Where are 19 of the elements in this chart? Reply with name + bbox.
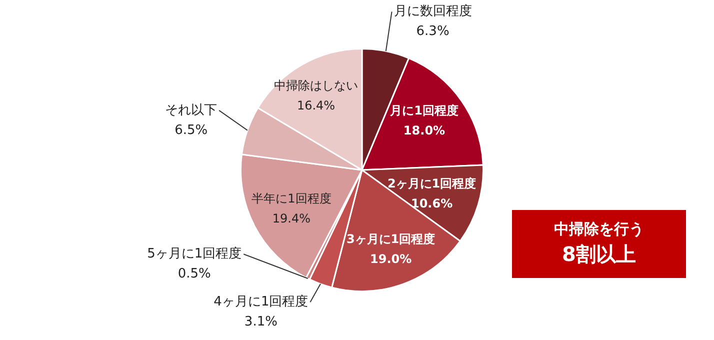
slice-label: 2ヶ月に1回程度: [387, 176, 476, 191]
slice-label: 5ヶ月に1回程度: [147, 246, 242, 262]
slice-label: 月に1回程度: [389, 104, 458, 118]
slice-label: 3ヶ月に1回程度: [346, 232, 436, 246]
slice-label: 4ヶ月に1回程度: [214, 293, 308, 310]
data-label: 3.1%: [244, 314, 278, 330]
text: 8割以上: [561, 241, 637, 268]
data-label: 18.0%: [403, 124, 446, 138]
data-label: 10.6%: [410, 196, 453, 211]
data-label: 19.4%: [272, 211, 311, 226]
data-label: 19.0%: [370, 252, 412, 266]
data-label: 6.3%: [416, 24, 450, 40]
slice-label: 月に数回程度: [394, 3, 472, 20]
text: 中掃除を行う: [553, 220, 645, 239]
slice-label: それ以下: [165, 102, 218, 118]
data-label: 0.5%: [178, 266, 211, 282]
data-label: 16.4%: [296, 98, 336, 112]
slice-label: 中掃除はしない: [274, 78, 358, 92]
data-label: 6.5%: [174, 122, 208, 138]
